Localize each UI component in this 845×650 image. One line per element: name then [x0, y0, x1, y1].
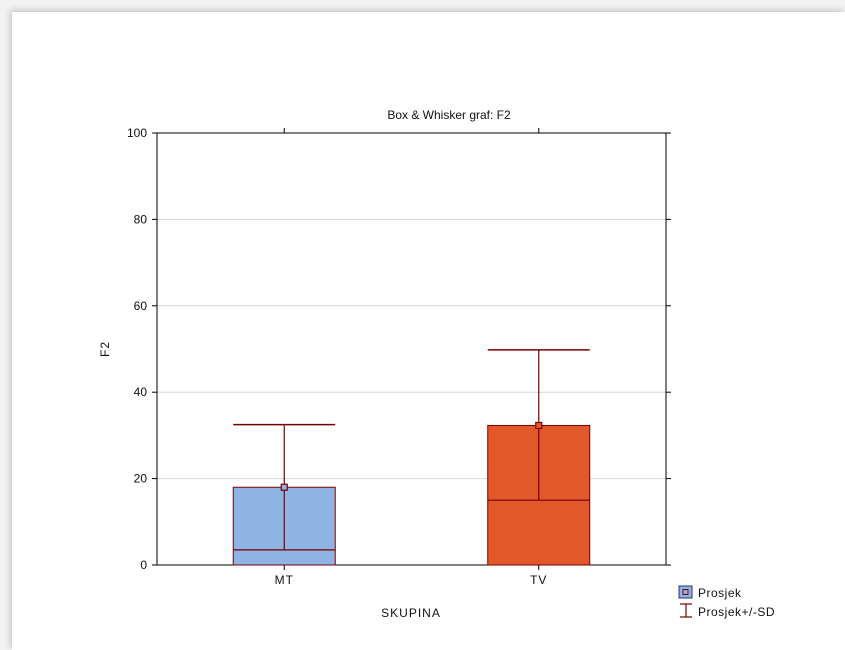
mean-marker: [280, 483, 288, 491]
legend-item-prosjek: Prosjek: [678, 585, 742, 600]
legend-label: Prosjek: [698, 586, 742, 600]
x-axis-label: SKUPINA: [381, 606, 441, 620]
y-tick-label: 0: [140, 558, 147, 572]
y-axis-label: F2: [98, 341, 112, 357]
mean-square-icon: [682, 589, 689, 595]
y-tick-label: 100: [127, 126, 147, 140]
y-tick-label: 40: [134, 385, 148, 399]
x-tick-label: TV: [530, 573, 547, 587]
mean-marker: [535, 421, 543, 430]
y-tick-label: 80: [134, 212, 148, 226]
chart-title: Box & Whisker graf: F2: [387, 108, 511, 122]
box-tv: [487, 349, 591, 566]
legend-item-sd: Prosjek+/-SD: [680, 603, 775, 619]
box-mt: [232, 423, 336, 566]
legend-label: Prosjek+/-SD: [698, 605, 775, 619]
plot-frame: [156, 132, 667, 566]
x-tick-label: MT: [275, 573, 294, 587]
y-tick-label: 60: [134, 299, 148, 313]
chart-panel: [12, 12, 845, 650]
y-tick-label: 20: [134, 472, 148, 486]
